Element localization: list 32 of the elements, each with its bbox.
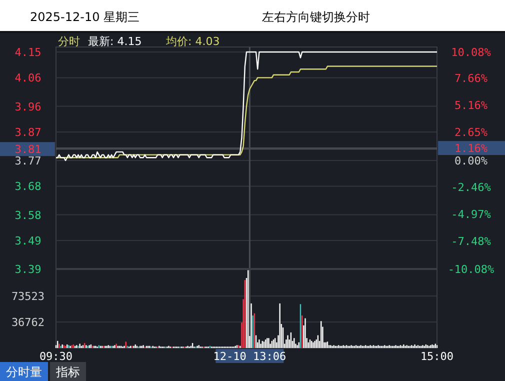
y2-tick-label: -4.97% xyxy=(451,208,492,221)
legend-title: 分时 xyxy=(58,35,80,48)
chart-subtitle: 左右方向键切换分时 xyxy=(262,10,370,24)
y2-tick-label: 0.00% xyxy=(454,154,488,168)
text: 指标 xyxy=(55,365,80,379)
text: 均价: 4.03 xyxy=(165,35,220,48)
ref-line-label: 1.16% xyxy=(454,142,488,156)
y-tick-label: 73523 xyxy=(11,290,45,303)
y-tick-label: 3.49 xyxy=(14,234,42,248)
y-tick-label: 36762 xyxy=(11,316,45,329)
text: 最新: 4.15 xyxy=(88,35,142,48)
chart-title: 2025-12-10 星期三 xyxy=(30,10,140,24)
y-tick-label: 3.58 xyxy=(14,208,42,222)
y2-tick-label: -7.48% xyxy=(451,235,492,248)
y-tick-label: 3.87 xyxy=(14,126,42,139)
x-tick-label: 09:30 xyxy=(39,350,73,363)
y-tick-label: 3.68 xyxy=(14,180,42,194)
y2-tick-label: 10.08% xyxy=(451,46,492,59)
ref-line-label: 3.81 xyxy=(14,143,42,156)
y2-tick-label: -10.08% xyxy=(448,263,495,276)
y2-tick-label: 7.66% xyxy=(454,72,488,86)
text: 分时量 xyxy=(6,365,42,379)
x-tick-label: 15:00 xyxy=(420,350,454,363)
y2-tick-label: -2.46% xyxy=(451,180,492,194)
y-tick-label: 3.39 xyxy=(14,263,42,276)
x-tick-label: 12-10 13:06 xyxy=(213,350,286,363)
y-tick-label: 3.96 xyxy=(14,100,42,114)
y-tick-label: 4.15 xyxy=(14,46,42,59)
y-tick-label: 4.06 xyxy=(14,72,42,85)
y-tick-label: 3.77 xyxy=(14,154,42,168)
y2-tick-label: 2.65% xyxy=(454,126,488,139)
y2-tick-label: 5.16% xyxy=(454,98,488,112)
